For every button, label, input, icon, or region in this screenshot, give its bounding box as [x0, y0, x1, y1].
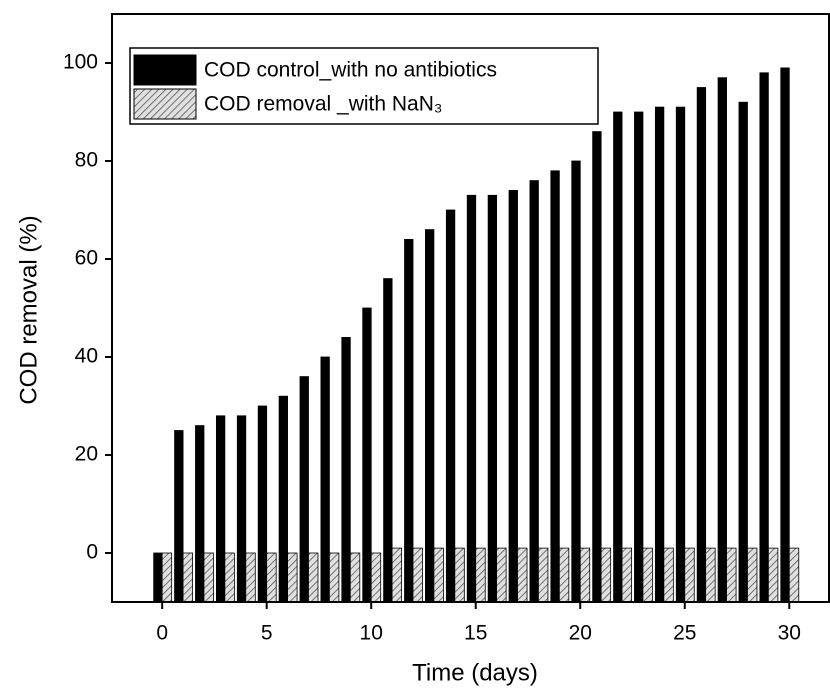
bar: [349, 552, 361, 603]
bar: [362, 307, 372, 603]
bar: [454, 547, 465, 603]
bar: [153, 552, 163, 603]
bar: [308, 552, 319, 603]
bar: [508, 189, 518, 603]
bar: [215, 415, 226, 603]
bar: [278, 395, 288, 603]
bar: [592, 131, 602, 603]
bar: [174, 430, 184, 603]
y-tick-label: 80: [75, 149, 98, 172]
bar: [517, 547, 528, 603]
y-tick-label: 60: [75, 247, 98, 270]
bar: [466, 194, 477, 603]
x-tick-label: 30: [778, 622, 801, 645]
y-axis-label: COD removal (%): [15, 215, 42, 404]
bar: [370, 552, 382, 603]
bar: [529, 180, 539, 603]
bar: [203, 552, 214, 603]
x-tick-label: 25: [673, 622, 696, 645]
bar: [613, 111, 623, 603]
bar: [195, 425, 205, 603]
bar: [487, 194, 498, 603]
bar: [538, 547, 549, 603]
bar: [425, 229, 435, 603]
y-tick-label: 20: [75, 443, 98, 466]
bar: [266, 552, 277, 603]
bar: [161, 552, 173, 603]
bar: [654, 106, 665, 603]
x-tick-label: 10: [360, 622, 383, 645]
bar: [642, 547, 653, 603]
bar: [496, 547, 507, 603]
y-tick-label: 40: [75, 345, 98, 368]
bar: [717, 77, 727, 603]
x-tick-label: 15: [464, 622, 487, 645]
y-tick-label: 100: [63, 51, 98, 74]
bar: [788, 547, 800, 603]
bar: [780, 67, 790, 603]
bar: [299, 376, 309, 603]
bar: [245, 552, 256, 603]
bar: [600, 547, 612, 603]
bar: [287, 552, 298, 603]
bar: [726, 547, 737, 603]
bar: [341, 336, 351, 603]
bar: [383, 278, 393, 603]
x-tick-label: 5: [261, 622, 273, 645]
plot-frame: [111, 13, 830, 603]
bar: [236, 415, 247, 603]
bar: [571, 160, 581, 603]
bar: [579, 547, 591, 603]
bar: [475, 547, 486, 603]
bar: [621, 547, 632, 603]
bar: [747, 547, 758, 603]
legend-swatch: [133, 54, 197, 86]
legend-label: COD removal _with NaN₃: [204, 93, 442, 116]
bar: [404, 238, 414, 603]
y-tick-label: 0: [86, 541, 98, 564]
bar: [445, 209, 456, 603]
x-axis-label: Time (days): [412, 659, 538, 686]
bar: [634, 111, 644, 603]
legend-swatch: [133, 88, 197, 120]
bar: [759, 72, 769, 603]
bar: [224, 552, 235, 603]
bar: [182, 552, 193, 603]
bar: [328, 552, 340, 603]
bar: [705, 547, 716, 603]
bar: [767, 547, 779, 603]
bar: [684, 547, 695, 603]
bar: [320, 356, 330, 603]
bar: [550, 170, 560, 603]
legend-box: [129, 47, 599, 125]
x-tick-label: 0: [156, 622, 168, 645]
bar: [433, 547, 444, 603]
bar: [663, 547, 674, 603]
bar: [696, 87, 707, 603]
legend-label: COD control_with no antibiotics: [204, 59, 497, 82]
bar: [257, 405, 268, 603]
bar: [412, 547, 423, 603]
x-tick-label: 20: [569, 622, 592, 645]
bar: [558, 547, 570, 603]
bar: [738, 101, 748, 603]
bar: [391, 547, 403, 603]
bar: [675, 106, 686, 603]
